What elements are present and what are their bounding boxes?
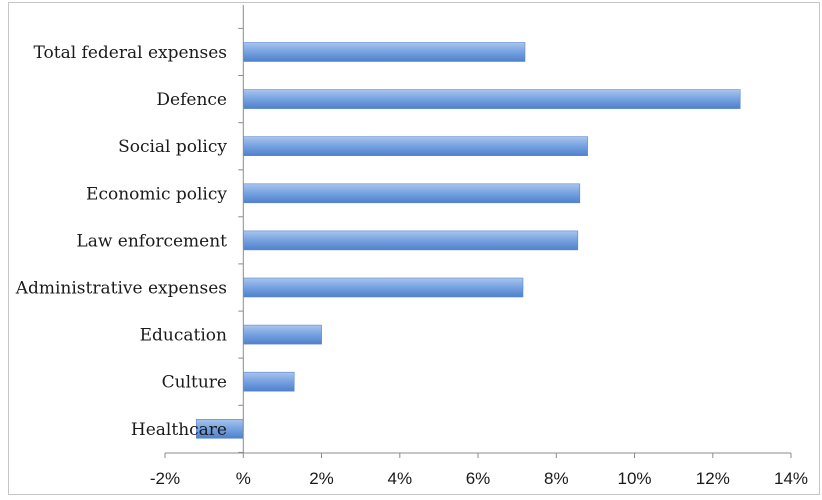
category-label: Economic policy — [86, 184, 227, 204]
bar-law-enforcement — [243, 230, 579, 251]
category-label: Law enforcement — [76, 231, 227, 251]
category-label: Administrative expenses — [15, 279, 227, 299]
category-label: Culture — [162, 373, 227, 393]
category-label: Social policy — [118, 137, 227, 157]
x-tick-label: % — [236, 469, 251, 488]
x-tick-label: 12% — [696, 469, 730, 488]
category-label: Defence — [156, 90, 227, 110]
category-label: Total federal expenses — [33, 43, 227, 63]
bar-total-federal-expenses — [243, 42, 526, 62]
x-tick-label: 6% — [466, 469, 491, 488]
category-label: Education — [140, 326, 227, 346]
category-labels: Total federal expenses Defence Social poli… — [15, 43, 228, 440]
bar-defence — [243, 89, 741, 109]
bar-culture — [243, 371, 295, 392]
x-tick-label: -2% — [150, 469, 180, 488]
y-axis — [238, 5, 244, 453]
bar-economic-policy — [243, 183, 581, 204]
bar-social-policy — [243, 136, 588, 156]
bars-group — [196, 42, 741, 439]
category-label: Healthcare — [131, 420, 227, 440]
x-tick-label: 2% — [309, 469, 334, 488]
bar-administrative-expenses — [243, 277, 524, 298]
bar-education — [243, 324, 322, 345]
x-tick-label: 4% — [388, 469, 413, 488]
x-axis: -2%% 2% 4% 6% 8% 10% 12% 14% — [150, 452, 808, 488]
x-tick-label: 10% — [617, 469, 651, 488]
x-tick-label: 14% — [774, 469, 808, 488]
x-tick-label: 8% — [544, 469, 569, 488]
